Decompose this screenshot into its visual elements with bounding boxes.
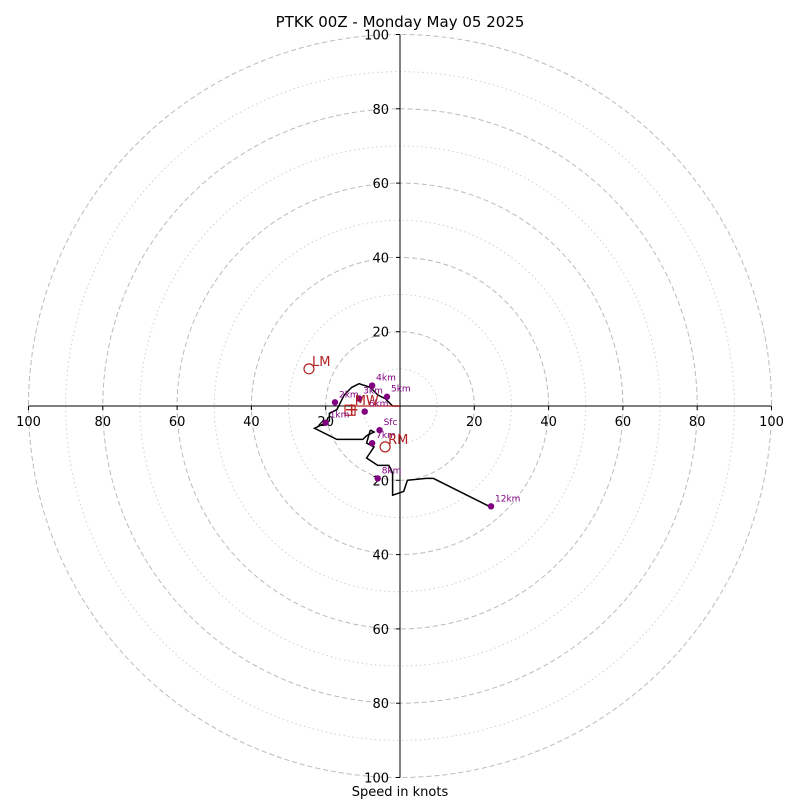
height-label: 8km [382,466,402,476]
y-tick-label: 60 [372,177,389,192]
x-tick-label: 80 [689,415,706,430]
hodograph-line-low [312,382,400,441]
storm-motion-label: RM [388,433,408,448]
y-tick-label: 80 [372,103,389,118]
height-marker [368,382,376,389]
x-axis-label: Speed in knots [352,785,449,800]
x-tick-label: 100 [16,415,41,430]
storm-motion-marker [379,441,391,453]
height-label: 4km [376,374,396,384]
height-marker [376,426,383,434]
storm-motion-label: LM [312,355,330,370]
height-marker [383,393,391,400]
y-tick-label: 100 [364,772,389,787]
y-tick-label: 20 [372,474,389,489]
chart-title: PTKK 00Z - Monday May 05 2025 [276,13,525,31]
height-label: 7km [376,431,396,441]
height-label: 1km [330,411,350,421]
y-tick-label: 60 [372,623,389,638]
height-marker [374,475,381,482]
x-tick-label: 80 [95,415,112,430]
y-tick-label: 40 [372,549,389,564]
hodograph-line-upper [365,429,490,507]
lower-mean-square [344,404,356,416]
height-label: 6km [369,400,389,410]
height-marker [322,419,329,426]
storm-motion-label: MW [355,394,379,409]
height-label: 2km [339,390,359,400]
x-tick-label: 60 [169,415,186,430]
x-tick-label: 40 [243,415,260,430]
height-marker [361,408,368,415]
height-label: 3km [363,387,383,397]
y-tick-label: 20 [372,326,389,341]
tick-labels: 1008060402020406080100100806040202040608… [16,29,784,787]
height-marker [331,399,339,406]
height-marker [355,395,363,402]
y-tick-label: 40 [372,251,389,266]
height-marker [368,439,376,447]
storm-motion-marker [303,363,315,375]
height-label: Sfc [384,418,398,428]
profile-series [312,382,490,507]
x-tick-label: 20 [466,415,483,430]
y-tick-label: 80 [372,697,389,712]
x-tick-label: 40 [540,415,557,430]
height-label: 12km [495,494,520,504]
y-tick-label: 100 [364,29,389,44]
x-tick-label: 100 [759,415,784,430]
height-marker [487,503,495,510]
height-label: 5km [391,385,411,395]
x-tick-label: 60 [615,415,632,430]
